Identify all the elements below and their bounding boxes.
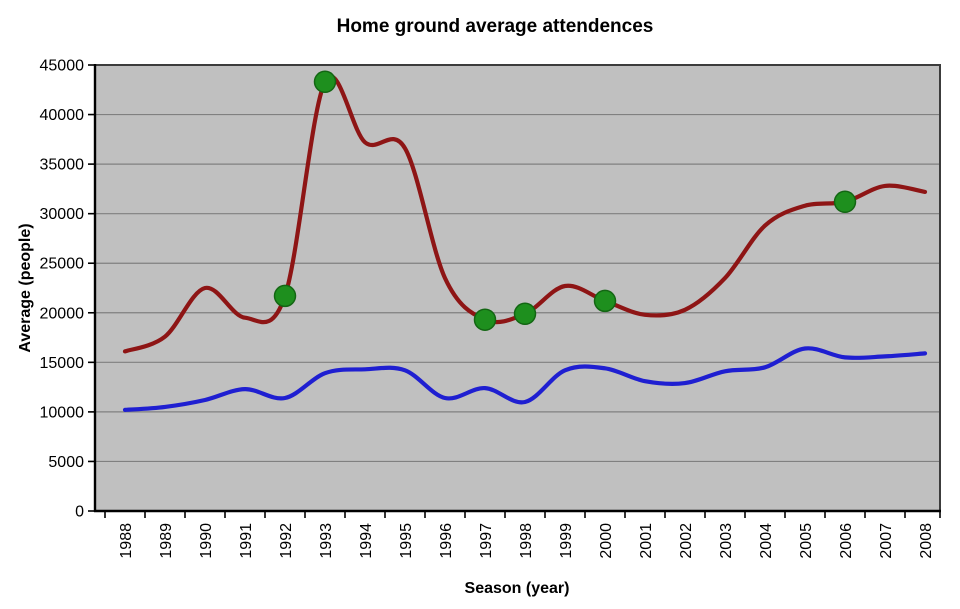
y-tick-label: 25000 (40, 256, 85, 273)
x-tick-label: 2003 (718, 523, 735, 559)
x-tick-label: 1989 (158, 523, 175, 559)
x-tick-label: 2002 (678, 523, 695, 559)
x-tick-label: 2008 (918, 523, 935, 559)
plot-area (95, 65, 940, 511)
marker-dot-1992 (273, 284, 297, 308)
x-tick-label: 2005 (798, 523, 815, 559)
x-tick-label: 1991 (238, 523, 255, 559)
x-tick-label: 1995 (398, 523, 415, 559)
x-tick-label: 1996 (438, 523, 455, 559)
marker-dot-1997 (473, 308, 497, 331)
y-axis-title: Average (people) (17, 223, 34, 352)
x-tick-label: 2001 (638, 523, 655, 559)
marker-dot-2000 (593, 289, 617, 313)
y-tick-label: 45000 (40, 58, 85, 75)
x-tick-label: 1994 (358, 523, 375, 559)
x-tick-label: 2006 (838, 523, 855, 559)
y-tick-label: 10000 (40, 404, 85, 421)
y-tick-label: 30000 (40, 206, 85, 223)
x-tick-label: 1999 (558, 523, 575, 559)
x-tick-label: 1998 (518, 523, 535, 559)
y-tick-label: 35000 (40, 157, 85, 174)
marker-dot-2006 (833, 190, 857, 214)
x-tick-label: 1988 (118, 523, 135, 559)
blue-line (122, 346, 928, 412)
x-tick-label: 1990 (198, 523, 215, 559)
x-tick-label: 2004 (758, 523, 775, 559)
y-tick-label: 20000 (40, 305, 85, 322)
x-tick-label: 1993 (318, 523, 335, 559)
x-axis-title: Season (year) (465, 580, 570, 597)
marker-dot-1993 (313, 70, 337, 94)
y-tick-label: 0 (75, 504, 84, 521)
x-tick-label: 1997 (478, 523, 495, 559)
x-tick-label: 2007 (878, 523, 895, 559)
y-tick-label: 5000 (48, 454, 84, 471)
x-tick-label: 1992 (278, 523, 295, 559)
chart-title: Home ground average attendences (337, 16, 654, 37)
y-tick-label: 40000 (40, 107, 85, 124)
marker-dot-1998 (513, 302, 537, 326)
x-tick-label: 2000 (598, 523, 615, 559)
y-tick-label: 15000 (40, 355, 85, 372)
